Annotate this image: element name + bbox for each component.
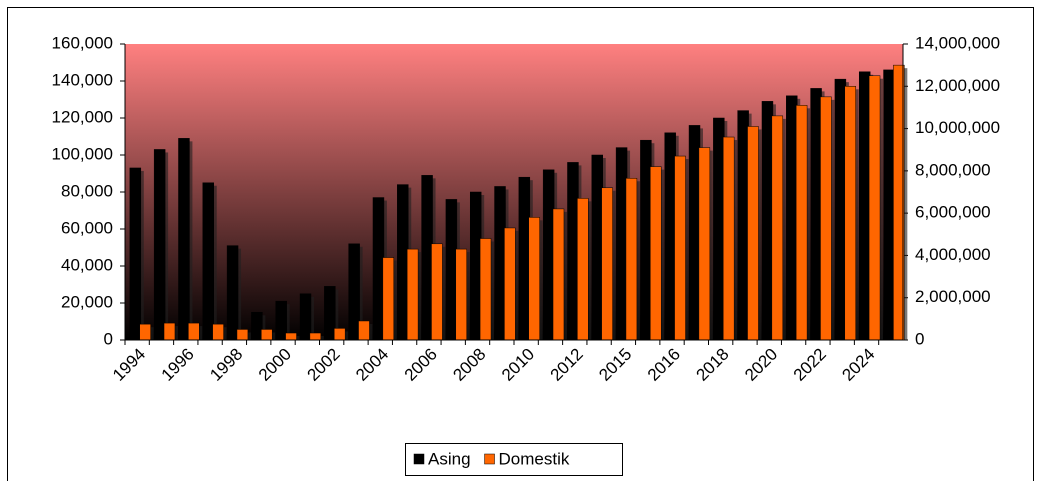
bar <box>674 155 686 341</box>
bar <box>737 110 749 341</box>
bar <box>698 147 711 341</box>
y2-tick-label: 14,000,000 <box>915 33 1000 52</box>
bar <box>202 182 214 341</box>
bar <box>275 300 287 341</box>
legend-label: Domestik <box>499 449 570 468</box>
bar <box>153 149 166 341</box>
bar <box>226 245 239 341</box>
bar <box>479 238 492 341</box>
bar <box>761 101 774 341</box>
bar <box>129 167 142 341</box>
bar <box>868 75 881 341</box>
bar <box>688 125 701 341</box>
bar <box>469 191 482 341</box>
bar <box>713 117 725 341</box>
bar <box>333 328 346 341</box>
bar <box>615 147 628 341</box>
bar <box>178 138 190 341</box>
bar <box>844 86 856 341</box>
bar <box>722 136 735 341</box>
bar <box>285 332 297 341</box>
bar <box>650 166 662 341</box>
bar <box>664 132 676 341</box>
bar <box>236 329 249 341</box>
bar <box>421 175 433 341</box>
bar <box>431 243 443 341</box>
bar <box>445 199 458 341</box>
bar <box>139 323 151 341</box>
y2-tick-label: 4,000,000 <box>915 245 991 264</box>
bar <box>455 248 467 341</box>
y-tick-label: 80,000 <box>61 181 113 200</box>
bar <box>577 198 589 341</box>
bar <box>552 208 565 341</box>
bar <box>406 248 419 341</box>
bar <box>372 197 385 341</box>
legend-swatch <box>484 453 495 465</box>
y2-tick-label: 12,000,000 <box>915 76 1000 95</box>
bar <box>591 154 603 341</box>
bar <box>188 322 200 341</box>
legend-label: Asing <box>428 449 471 468</box>
y2-tick-label: 0 <box>915 329 924 348</box>
y-tick-label: 60,000 <box>61 218 113 237</box>
bar <box>299 293 312 341</box>
y-tick-label: 0 <box>104 329 113 348</box>
y-tick-label: 40,000 <box>61 255 113 274</box>
legend <box>405 443 623 476</box>
bar <box>834 78 847 341</box>
bar <box>567 162 579 341</box>
bar <box>261 329 273 341</box>
bar <box>518 176 531 341</box>
bar <box>747 126 759 341</box>
y2-tick-label: 2,000,000 <box>915 287 991 306</box>
bar <box>810 88 822 341</box>
bar <box>212 323 224 341</box>
bar <box>820 96 832 341</box>
bar <box>786 95 798 341</box>
bar <box>397 184 409 341</box>
y2-tick-label: 8,000,000 <box>915 160 991 179</box>
y2-tick-label: 10,000,000 <box>915 118 1000 137</box>
y-tick-label: 160,000 <box>52 33 113 52</box>
bar <box>324 286 336 341</box>
bar <box>494 186 506 341</box>
y-tick-label: 140,000 <box>52 70 113 89</box>
bar <box>795 105 808 341</box>
y-tick-label: 120,000 <box>52 107 113 126</box>
bar <box>601 187 613 341</box>
y-tick-label: 100,000 <box>52 144 113 163</box>
bar <box>771 115 784 341</box>
legend-swatch <box>413 453 425 465</box>
bar <box>542 169 555 341</box>
bar <box>251 312 263 341</box>
bar <box>625 178 638 341</box>
bar <box>640 139 652 341</box>
bar <box>504 227 516 341</box>
y-tick-label: 20,000 <box>61 292 113 311</box>
bar <box>358 320 370 341</box>
bar <box>163 322 176 341</box>
bar <box>858 71 871 341</box>
bar <box>309 332 322 341</box>
bar <box>883 69 895 341</box>
bar <box>528 217 540 341</box>
y2-tick-label: 6,000,000 <box>915 203 991 222</box>
bar <box>348 243 360 341</box>
bar <box>382 257 395 341</box>
